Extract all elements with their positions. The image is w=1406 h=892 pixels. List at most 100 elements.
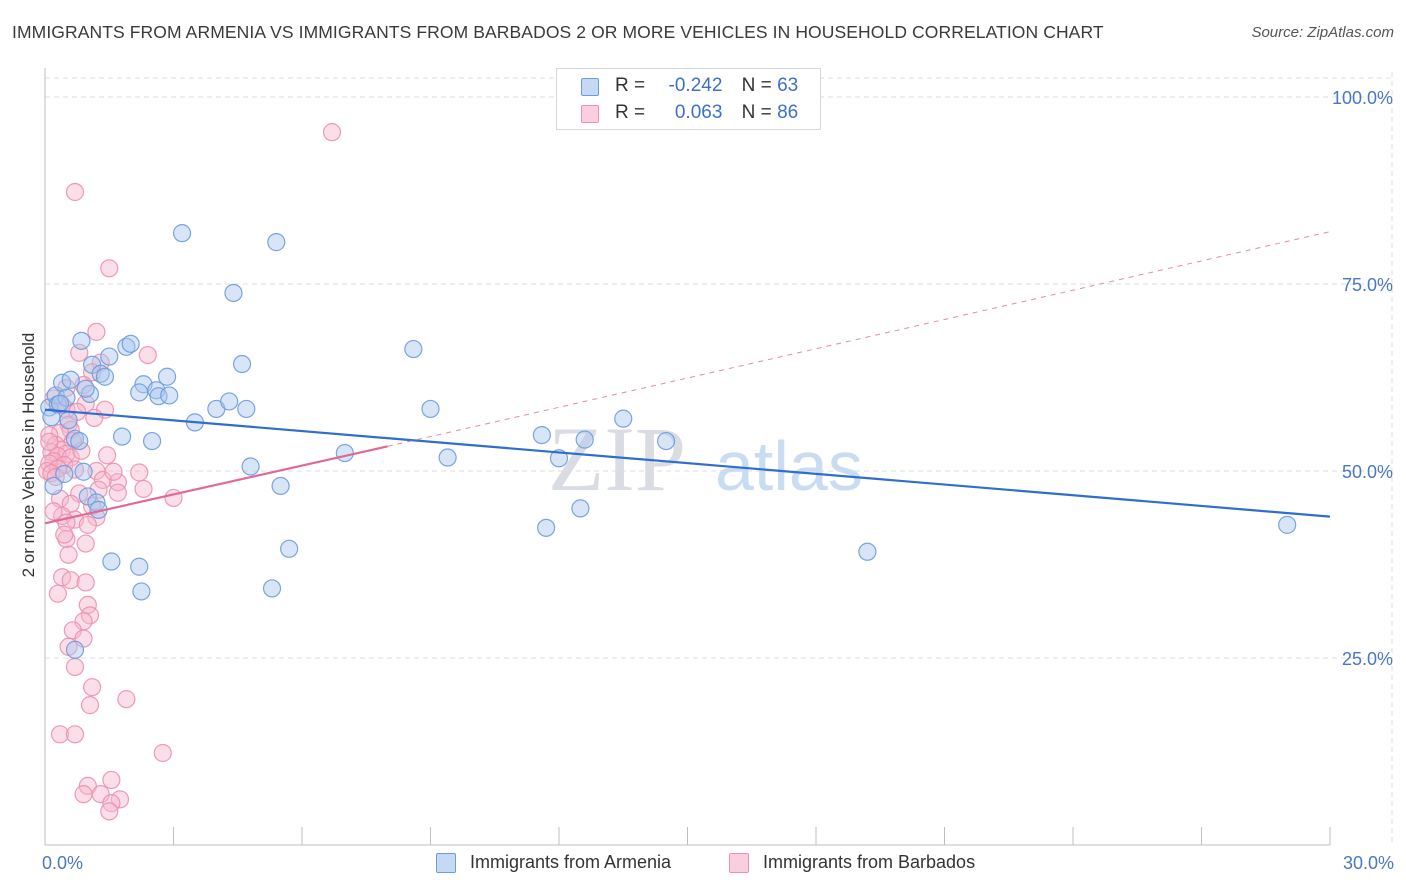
armenia-point	[121, 334, 140, 353]
legend-r-label: R =	[615, 102, 646, 123]
armenia-point	[656, 431, 676, 451]
barbados-point	[74, 785, 93, 804]
barbados-point	[104, 462, 123, 481]
barbados-point	[78, 776, 97, 796]
barbados-point	[59, 545, 78, 564]
y-tick-label: 50.0%	[1342, 462, 1393, 482]
x-tick-label-right: 30.0%	[1343, 853, 1394, 873]
barbados-trend-extension	[387, 231, 1331, 447]
y-axis-label: 2 or more Vehicles in Household	[19, 333, 38, 578]
armenia-point	[142, 431, 162, 451]
barbados-point	[87, 322, 106, 341]
barbados-point	[117, 690, 136, 709]
barbados-point	[100, 259, 119, 278]
source-attribution: Source: ZipAtlas.com	[1251, 24, 1394, 41]
armenia-point	[61, 370, 80, 389]
barbados-point	[50, 725, 70, 744]
y-tick-label: 25.0%	[1342, 649, 1393, 669]
armenia-point	[74, 462, 93, 481]
armenia-point	[130, 383, 149, 402]
armenia-point	[65, 640, 85, 659]
armenia-point	[404, 339, 423, 359]
barbados-point	[44, 502, 63, 521]
barbados-swatch	[581, 105, 599, 123]
armenia-point	[112, 427, 132, 446]
armenia-point	[55, 464, 74, 484]
armenia-point	[537, 518, 556, 537]
armenia-trend-line	[44, 408, 1331, 518]
armenia-point	[549, 449, 569, 468]
barbados-point	[83, 678, 102, 697]
armenia-point	[421, 399, 440, 419]
barbados-point	[85, 408, 104, 427]
legend-n-value-armenia: 63	[777, 75, 799, 96]
armenia-point	[59, 411, 78, 430]
barbados-point	[76, 573, 95, 592]
barbados-trend-line	[44, 445, 388, 525]
barbados-point	[153, 743, 172, 763]
armenia-point	[72, 331, 91, 350]
axis-layer	[44, 68, 1331, 846]
barbados-point	[322, 123, 342, 142]
armenia-point	[335, 443, 354, 463]
armenia-point	[438, 448, 457, 467]
barbados-point	[134, 479, 153, 499]
barbados-point	[65, 725, 85, 744]
barbados-legend-swatch	[729, 853, 749, 873]
barbados-point	[130, 463, 149, 482]
trend-layer	[44, 231, 1331, 525]
barbados-point	[40, 432, 59, 451]
armenia-point	[220, 392, 239, 411]
armenia-point	[224, 283, 243, 303]
barbados-point	[108, 483, 127, 502]
barbados-point	[138, 345, 157, 365]
armenia-point	[172, 224, 192, 243]
armenia-point	[1278, 515, 1297, 534]
armenia-point	[271, 476, 290, 496]
correlation-legend: R = -0.242 N = 63 R = 0.063 N = 86	[556, 68, 821, 130]
y-tick-label: 75.0%	[1342, 275, 1393, 295]
barbados-point	[108, 473, 127, 492]
armenia-point	[44, 476, 63, 496]
armenia-point	[241, 457, 260, 476]
barbados-point	[164, 488, 183, 508]
legend-r-label: R =	[615, 75, 646, 96]
legend-n-value-barbados: 86	[777, 102, 799, 123]
armenia-point	[267, 233, 286, 252]
armenia-point	[102, 552, 121, 571]
armenia-point	[95, 367, 115, 386]
armenia-point	[237, 399, 256, 419]
armenia-point	[575, 430, 594, 449]
barbados-point	[65, 657, 85, 677]
y-tick-label: 100.0%	[1332, 88, 1393, 108]
legend-r-value-armenia: -0.242	[668, 75, 723, 96]
armenia-point	[232, 354, 252, 374]
watermark-atlas: atlas	[715, 427, 863, 505]
armenia-point	[262, 579, 282, 598]
armenia-point	[130, 557, 149, 576]
armenia-point	[132, 582, 151, 601]
armenia-legend-swatch	[436, 853, 456, 873]
armenia-point	[280, 539, 299, 558]
grid-layer	[45, 72, 1393, 845]
legend-r-value-barbados: 0.063	[674, 102, 723, 123]
armenia-point	[858, 542, 877, 561]
legend-n-label: N =	[741, 102, 772, 123]
barbados-point	[100, 802, 119, 821]
barbados-point	[65, 182, 85, 202]
barbados-point	[61, 448, 80, 467]
barbados-point	[78, 515, 97, 534]
barbados-point	[102, 770, 121, 790]
watermark: ZIP atlas	[548, 408, 863, 510]
armenia-point	[157, 367, 177, 386]
armenia-point	[614, 409, 633, 428]
armenia-swatch	[581, 78, 599, 96]
armenia-legend-label: Immigrants from Armenia	[470, 852, 672, 872]
barbados-point	[98, 446, 117, 465]
barbados-point	[48, 584, 67, 603]
x-tick-label-left: 0.0%	[42, 853, 83, 873]
armenia-point	[100, 347, 119, 366]
armenia-point	[70, 431, 89, 451]
barbados-point	[76, 534, 95, 553]
